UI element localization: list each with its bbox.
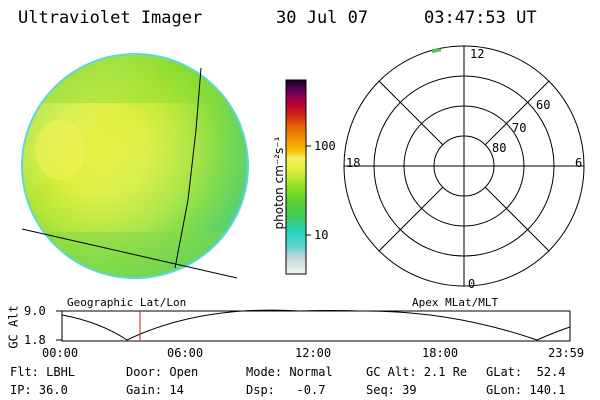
time-label: 03:47:53 UT xyxy=(424,8,537,28)
gain-info: Gain: 14 xyxy=(126,383,184,397)
polar-label-0: 0 xyxy=(468,277,476,291)
polar-ring-70-label: 70 xyxy=(512,121,527,135)
time-tick-0000: 00:00 xyxy=(42,346,79,360)
geographic-caption: Geographic Lat/Lon xyxy=(67,296,187,309)
latitude-line xyxy=(21,228,238,279)
polar-label-6: 6 xyxy=(575,156,583,170)
colorbar-unit-label: photon cm⁻²s⁻¹ xyxy=(272,136,286,230)
dsp-info: Dsp: -0.7 xyxy=(246,383,326,397)
polar-label-12: 12 xyxy=(470,47,485,61)
time-tick-1800: 18:00 xyxy=(422,346,459,360)
glat-info: GLat: 52.4 xyxy=(486,365,566,379)
apex-caption: Apex MLat/MLT xyxy=(412,296,499,309)
glon-info: GLon: 140.1 xyxy=(486,383,566,397)
alt-tick-1-8: 1.8 xyxy=(24,333,46,347)
colorbar xyxy=(285,79,311,275)
gc-alt-axis-label: GC Alt xyxy=(6,305,21,349)
polar-ring-80-label: 80 xyxy=(492,141,507,155)
longitude-line xyxy=(174,67,202,269)
app-title: Ultraviolet Imager xyxy=(18,8,203,28)
date-label: 30 Jul 07 xyxy=(276,8,369,28)
gc-alt-info: GC Alt: 2.1 Re xyxy=(366,365,468,379)
time-tick-0600: 06:00 xyxy=(167,346,204,360)
altitude-curve xyxy=(61,309,571,341)
filter-info: Flt: LBHL xyxy=(10,365,76,379)
seq-info: Seq: 39 xyxy=(366,383,417,397)
polar-ring-60-label: 60 xyxy=(536,98,551,112)
altitude-plot xyxy=(56,309,571,342)
time-tick-1200: 12:00 xyxy=(295,346,332,360)
door-info: Door: Open xyxy=(126,365,199,379)
colorbar-tick-100: 100 xyxy=(314,139,336,153)
colorbar-tick-10: 10 xyxy=(314,228,329,242)
polar-label-18: 18 xyxy=(346,156,361,170)
alt-tick-9: 9.0 xyxy=(24,304,46,318)
time-tick-2359: 23:59 xyxy=(548,346,585,360)
mode-info: Mode: Normal xyxy=(246,365,333,379)
polar-plot xyxy=(343,45,585,287)
auroral-arc-mark xyxy=(431,48,442,54)
ip-info: IP: 36.0 xyxy=(10,383,68,397)
uv-earth-image xyxy=(21,53,249,279)
